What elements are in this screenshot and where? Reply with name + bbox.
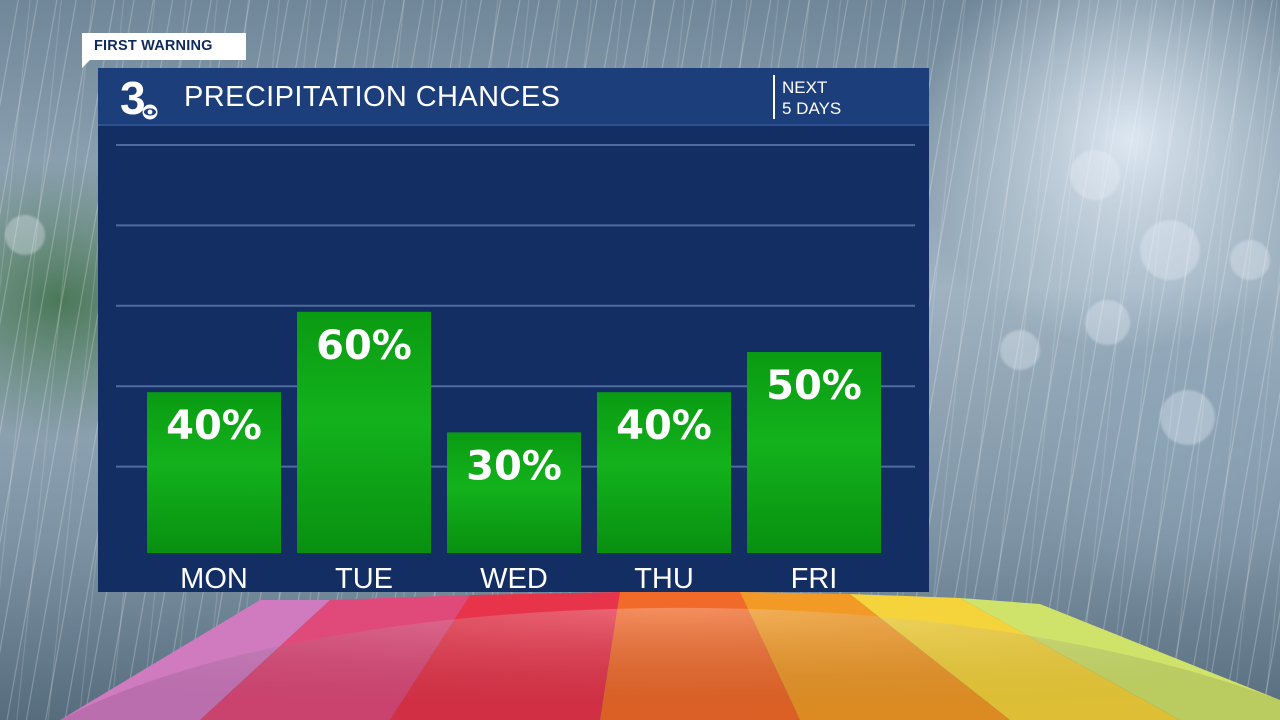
header-divider [773,75,775,119]
data-label-fri: 50% [766,363,862,409]
channel-3-logo-icon: 3 [120,72,158,122]
data-label-wed: 30% [466,443,562,489]
range-line-2: 5 DAYS [782,99,842,118]
data-label-tue: 60% [316,323,412,369]
category-label-fri: FRI [791,563,838,592]
bar-tue [297,311,431,553]
bokeh-light [1085,300,1130,345]
bokeh-light [1000,330,1040,370]
range-line-1: NEXT [782,78,828,97]
precipitation-bar-chart: 40% 60% 30% 40% 50% MON TUE WED THU FRI [116,144,915,592]
bar-wed [447,432,581,553]
bokeh-light [1140,220,1200,280]
page-title: PRECIPITATION CHANCES [184,81,561,113]
panel-header: 3 PRECIPITATION CHANCES NEXT 5 DAYS [98,68,929,126]
logo-numeral: 3 [120,72,146,122]
bar-thu [597,392,731,553]
forecast-panel: 3 PRECIPITATION CHANCES NEXT 5 DAYS 40% 6… [98,68,929,592]
category-label-mon: MON [180,563,248,592]
category-label-tue: TUE [335,563,393,592]
category-label-thu: THU [634,563,694,592]
banner-tick [82,60,90,68]
bar-fri [747,352,881,553]
bokeh-light [1070,150,1120,200]
bar-mon [147,392,281,553]
category-label-wed: WED [480,563,548,592]
bokeh-light [1230,240,1270,280]
forecast-range-label: NEXT 5 DAYS [782,77,841,119]
data-label-mon: 40% [166,403,262,449]
first-warning-banner: FIRST WARNING [82,33,246,60]
bokeh-light [1160,390,1215,445]
bokeh-light [5,215,45,255]
data-label-thu: 40% [616,403,712,449]
